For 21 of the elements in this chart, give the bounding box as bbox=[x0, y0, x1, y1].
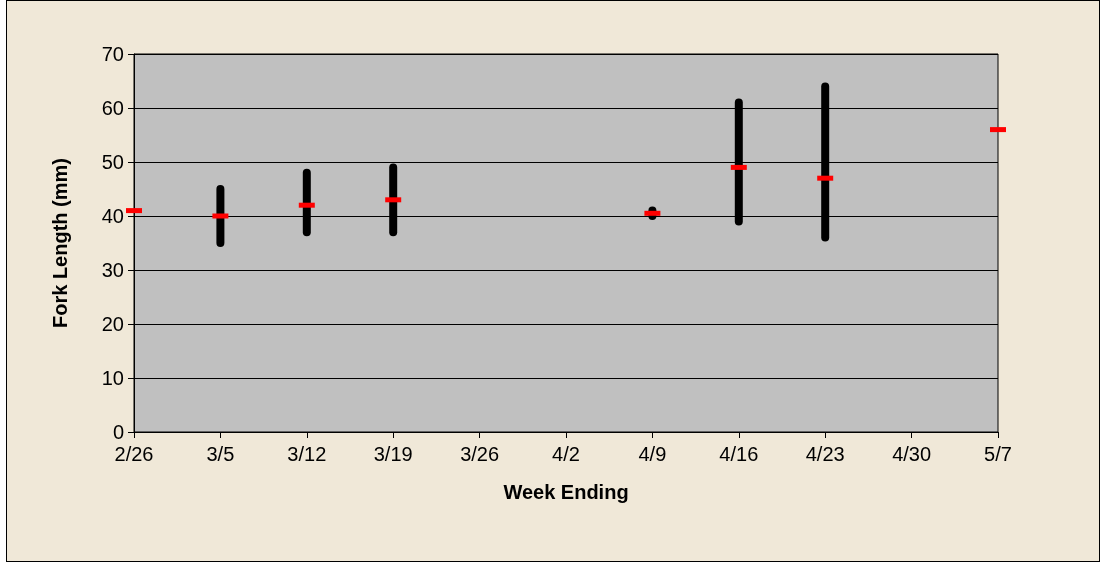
x-tick-label: 4/30 bbox=[892, 443, 932, 465]
x-tick-label: 5/7 bbox=[984, 443, 1012, 465]
x-tick-label: 3/26 bbox=[460, 443, 500, 465]
x-tick-label: 4/9 bbox=[638, 443, 667, 465]
x-tick-label: 4/2 bbox=[552, 443, 580, 465]
y-tick-label: 50 bbox=[101, 151, 124, 173]
y-tick-label: 30 bbox=[101, 259, 124, 281]
x-tick-label: 3/19 bbox=[373, 443, 413, 465]
x-tick-label: 4/16 bbox=[719, 443, 759, 465]
x-tick-label: 3/12 bbox=[287, 443, 327, 465]
y-tick-label: 20 bbox=[101, 313, 124, 335]
x-tick-label: 3/5 bbox=[206, 443, 235, 465]
y-tick-label: 70 bbox=[101, 43, 124, 65]
y-axis-title: Fork Length (mm) bbox=[49, 158, 71, 328]
y-tick-label: 60 bbox=[101, 97, 124, 119]
x-axis-title: Week Ending bbox=[503, 481, 629, 503]
x-tick-label: 2/26 bbox=[114, 443, 154, 465]
x-tick-label: 4/23 bbox=[805, 443, 845, 465]
y-tick-label: 0 bbox=[112, 421, 124, 443]
y-tick-label: 10 bbox=[101, 367, 124, 389]
y-tick-label: 40 bbox=[101, 205, 124, 227]
